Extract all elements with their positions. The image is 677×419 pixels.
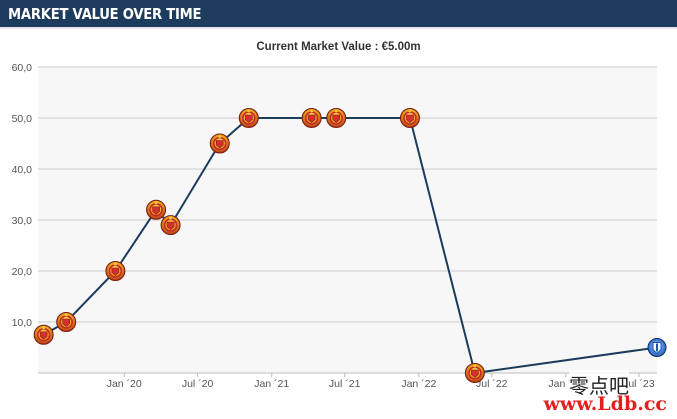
manchester-united-crest-icon[interactable] xyxy=(146,199,167,220)
manchester-united-crest-icon[interactable] xyxy=(326,108,347,128)
watermark-cn: 零点吧 xyxy=(569,370,629,399)
section-title: MARKET VALUE OVER TIME xyxy=(8,5,202,23)
axes: 10,0 20,0 30,0 40,0 50,0 60,0 Jan ´20 Jul ´20 Ja… xyxy=(12,62,657,390)
watermark-url: www.Ldb.cc xyxy=(543,393,667,415)
section-header: MARKET VALUE OVER TIME xyxy=(0,0,677,29)
manchester-united-crest-icon[interactable] xyxy=(301,108,322,128)
y-tick-label: 30,0 xyxy=(12,215,33,227)
x-tick-label: Jan ´21 xyxy=(254,378,289,390)
manchester-united-crest-icon[interactable] xyxy=(33,324,54,345)
y-tick-label: 40,0 xyxy=(12,164,33,176)
manchester-united-crest-icon[interactable] xyxy=(105,261,126,281)
chart-title: Current Market Value : €5.00m xyxy=(256,41,421,53)
y-tick-label: 20,0 xyxy=(12,266,33,278)
manchester-united-crest-icon[interactable] xyxy=(56,312,77,332)
data-points xyxy=(33,108,667,383)
value-line xyxy=(43,117,658,375)
manchester-united-crest-icon[interactable] xyxy=(464,363,485,383)
manchester-united-crest-icon[interactable] xyxy=(238,108,259,128)
x-tick-label: Jul ´22 xyxy=(476,378,508,390)
manchester-united-crest-icon[interactable] xyxy=(399,108,420,128)
getafe-crest-icon[interactable] xyxy=(647,338,667,357)
y-tick-label: 50,0 xyxy=(12,113,33,125)
y-tick-label: 60,0 xyxy=(12,62,33,74)
manchester-united-crest-icon[interactable] xyxy=(209,133,230,154)
x-tick-label: Jul ´20 xyxy=(182,378,214,390)
x-tick-label: Jul ´23 xyxy=(623,378,655,390)
gridlines xyxy=(38,66,657,323)
y-tick-label: 10,0 xyxy=(12,317,33,329)
series-line xyxy=(43,117,658,375)
x-tick-label: Jul ´21 xyxy=(329,378,361,390)
manchester-united-crest-icon[interactable] xyxy=(160,215,181,236)
x-tick-label: Jan ´22 xyxy=(401,378,436,390)
x-tick-label: Jan ´20 xyxy=(107,378,142,390)
